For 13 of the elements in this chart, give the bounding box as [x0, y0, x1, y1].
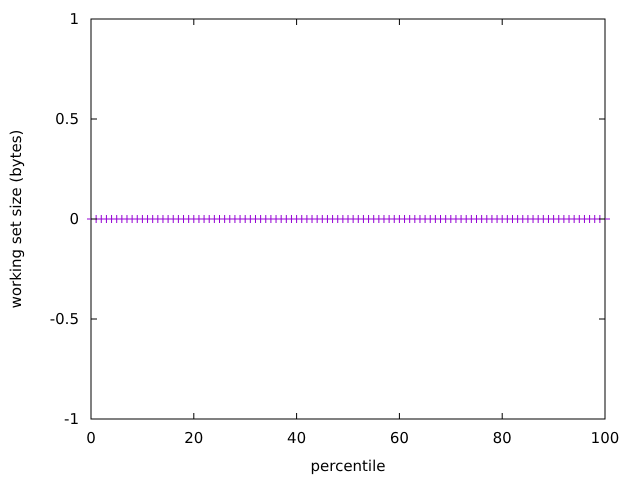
x-tick-label: 40 [287, 429, 306, 447]
y-tick-label: 0 [69, 210, 79, 228]
y-tick-label: -0.5 [50, 310, 79, 328]
x-tick-label: 20 [184, 429, 204, 447]
x-tick-label: 0 [86, 429, 96, 447]
x-tick-label: 80 [492, 429, 512, 447]
x-tick-label: 60 [390, 429, 409, 447]
y-tick-label: 1 [69, 10, 79, 28]
x-tick-label: 100 [590, 429, 620, 447]
y-axis-title: working set size (bytes) [7, 130, 25, 308]
x-axis-title: percentile [310, 457, 386, 475]
y-tick-label: -1 [64, 410, 79, 428]
y-tick-label: 0.5 [55, 110, 79, 128]
